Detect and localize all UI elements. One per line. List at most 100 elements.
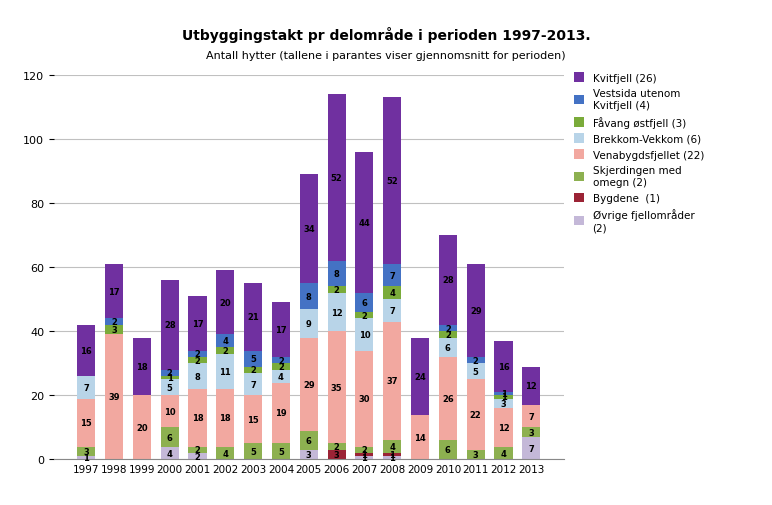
Text: 1: 1 <box>500 389 506 398</box>
Bar <box>244 395 262 443</box>
Text: 1: 1 <box>389 453 395 463</box>
Text: 5: 5 <box>250 447 256 456</box>
Text: 12: 12 <box>526 381 537 390</box>
Text: 3: 3 <box>472 450 479 459</box>
Text: 9: 9 <box>306 319 312 328</box>
Text: 7: 7 <box>529 444 534 453</box>
Text: 6: 6 <box>445 445 451 455</box>
Bar <box>523 405 540 428</box>
Text: 28: 28 <box>164 321 175 330</box>
Text: 2: 2 <box>361 311 367 320</box>
Bar <box>438 236 457 325</box>
Bar <box>77 325 95 376</box>
Bar <box>383 457 401 460</box>
Text: 7: 7 <box>389 307 395 315</box>
Text: 4: 4 <box>222 448 229 458</box>
Text: 1: 1 <box>389 450 395 459</box>
Text: 8: 8 <box>195 372 201 381</box>
Text: 7: 7 <box>529 412 534 421</box>
Bar <box>244 443 262 460</box>
Text: 44: 44 <box>358 218 371 227</box>
Text: 7: 7 <box>250 380 256 389</box>
Text: 2: 2 <box>334 285 340 294</box>
Bar <box>383 453 401 457</box>
Text: 6: 6 <box>306 436 312 445</box>
Bar <box>383 98 401 265</box>
Bar <box>216 389 235 447</box>
Bar <box>300 175 318 284</box>
Text: 18: 18 <box>191 414 203 423</box>
Bar <box>77 376 95 399</box>
Text: 8: 8 <box>306 292 312 301</box>
Bar <box>161 380 179 395</box>
Bar <box>216 447 235 460</box>
Bar <box>188 389 207 447</box>
Bar <box>105 319 123 325</box>
Bar <box>272 383 290 443</box>
Text: 52: 52 <box>386 177 398 186</box>
Text: 7: 7 <box>83 383 89 392</box>
Bar <box>161 376 179 380</box>
Bar <box>188 453 207 460</box>
Bar <box>244 367 262 373</box>
Text: 3: 3 <box>306 450 312 459</box>
Bar <box>411 338 429 415</box>
Bar <box>355 351 374 447</box>
Text: Utbyggingstakt pr delområde i perioden 1997-2013.: Utbyggingstakt pr delområde i perioden 1… <box>181 27 591 43</box>
Text: 5: 5 <box>250 355 256 363</box>
Bar <box>161 428 179 447</box>
Bar <box>105 265 123 319</box>
Bar <box>495 447 513 460</box>
Text: 2: 2 <box>222 346 229 356</box>
Bar <box>300 450 318 460</box>
Text: 7: 7 <box>389 271 395 280</box>
Bar <box>300 431 318 450</box>
Bar <box>327 261 346 287</box>
Bar <box>383 322 401 440</box>
Text: 1: 1 <box>361 453 367 463</box>
Bar <box>161 280 179 370</box>
Bar <box>272 364 290 370</box>
Bar <box>188 296 207 351</box>
Text: 2: 2 <box>195 445 201 455</box>
Text: 20: 20 <box>219 298 231 308</box>
Text: 1: 1 <box>361 450 367 459</box>
Bar <box>244 284 262 351</box>
Bar <box>327 95 346 261</box>
Bar <box>216 271 235 335</box>
Bar <box>467 380 485 450</box>
Text: 4: 4 <box>389 289 395 298</box>
Text: 3: 3 <box>334 450 340 459</box>
Bar <box>495 392 513 395</box>
Text: 2: 2 <box>195 349 201 359</box>
Bar <box>161 447 179 460</box>
Bar <box>438 325 457 332</box>
Text: 4: 4 <box>222 337 229 346</box>
Bar <box>272 357 290 364</box>
Text: 6: 6 <box>361 298 367 308</box>
Bar <box>300 309 318 338</box>
Text: 16: 16 <box>80 346 92 356</box>
Text: 2: 2 <box>334 442 340 451</box>
Bar <box>244 351 262 367</box>
Text: 1: 1 <box>83 453 90 463</box>
Bar <box>188 447 207 453</box>
Text: 29: 29 <box>470 307 482 315</box>
Text: 22: 22 <box>470 410 482 419</box>
Bar <box>495 341 513 392</box>
Text: 2: 2 <box>195 356 201 365</box>
Bar <box>188 357 207 364</box>
Text: 1: 1 <box>500 393 506 401</box>
Text: 18: 18 <box>219 414 231 423</box>
Bar <box>272 443 290 460</box>
Text: 11: 11 <box>219 367 232 376</box>
Text: 3: 3 <box>501 399 506 408</box>
Text: 39: 39 <box>108 393 120 401</box>
Bar <box>327 293 346 332</box>
Text: 20: 20 <box>136 423 147 432</box>
Bar <box>77 447 95 457</box>
Text: 35: 35 <box>331 383 343 392</box>
Text: 17: 17 <box>275 326 286 334</box>
Text: 2: 2 <box>445 330 451 339</box>
Text: 37: 37 <box>387 377 398 386</box>
